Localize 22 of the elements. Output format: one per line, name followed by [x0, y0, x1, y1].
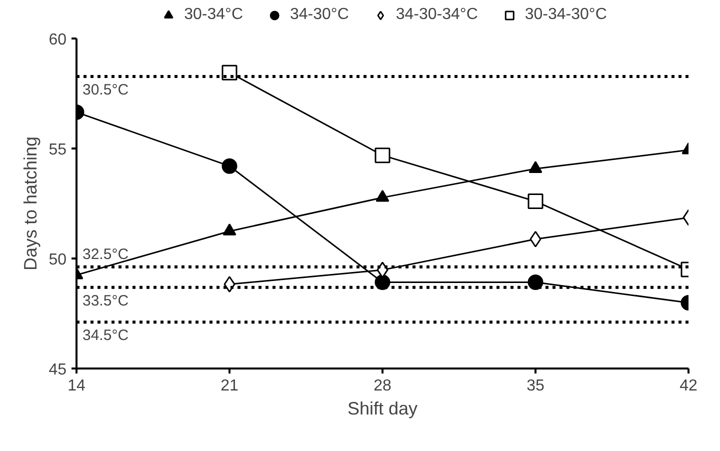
ref-line-label: 30.5°C: [82, 82, 129, 99]
x-tick-label: 42: [680, 378, 698, 394]
x-tick-label: 35: [526, 378, 544, 394]
x-tick-label: 14: [68, 378, 86, 394]
legend-label: 30-34-30°C: [524, 6, 607, 24]
y-tick-label: 50: [48, 252, 67, 268]
point: [222, 158, 238, 174]
x-tick-label: 28: [374, 378, 392, 394]
legend-label: 34-30°C: [290, 6, 349, 24]
ref-line-label: 33.5°C: [82, 292, 129, 310]
legend-label: 34-30-34°C: [396, 6, 478, 24]
point: [374, 148, 390, 164]
x-tick-label: 21: [220, 378, 238, 394]
legend-label: 30-34°C: [184, 6, 243, 24]
point: [222, 64, 238, 80]
y-tick-label: 45: [48, 362, 67, 378]
x-axis-title: Shift day: [347, 398, 418, 418]
y-tick-label: 60: [48, 32, 67, 48]
y-axis-title: Days to hatching: [20, 136, 41, 271]
ref-line-label: 32.5°C: [82, 246, 129, 263]
y-tick-label: 55: [48, 142, 67, 158]
ref-line-label: 34.5°C: [82, 327, 129, 344]
